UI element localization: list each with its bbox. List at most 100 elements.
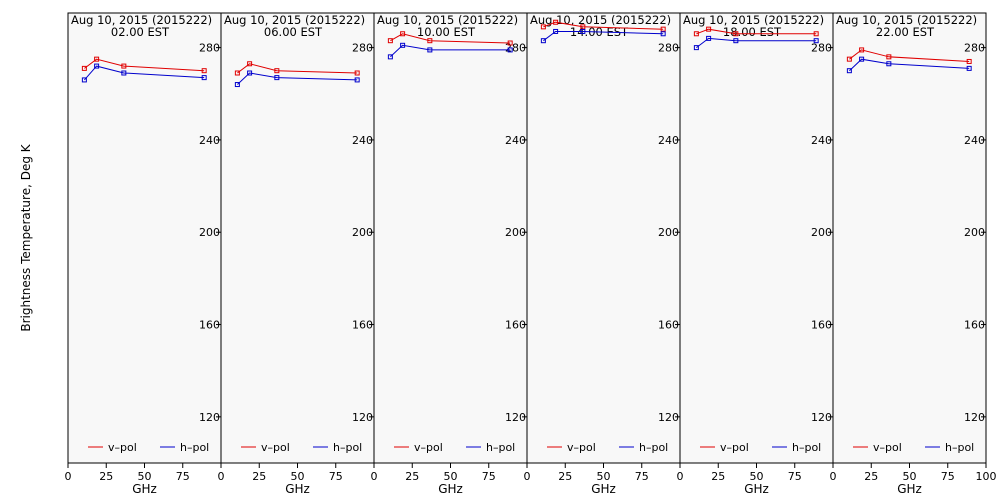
y-tick-label: 240 bbox=[658, 134, 679, 147]
legend-label-v-pol: v–pol bbox=[720, 441, 749, 454]
panel-frame bbox=[220, 12, 375, 464]
data-point-v-pol bbox=[553, 19, 559, 25]
series-line-h-pol bbox=[237, 72, 358, 85]
y-tick-label: 120 bbox=[352, 411, 373, 424]
legend-label-v-pol: v–pol bbox=[261, 441, 290, 454]
y-axis-label: Brightness Temperature, Deg K bbox=[19, 143, 33, 331]
data-point-v-pol bbox=[733, 31, 739, 37]
panel-subtitle: 02.00 EST bbox=[111, 25, 170, 39]
x-tick-label: 25 bbox=[405, 470, 419, 483]
x-tick-label: 25 bbox=[558, 470, 572, 483]
data-point-v-pol bbox=[387, 38, 393, 44]
x-tick-label: 75 bbox=[941, 470, 955, 483]
y-tick-label: 160 bbox=[505, 319, 526, 332]
panel-title: Aug 10, 2015 (2015222) bbox=[377, 13, 518, 27]
y-tick-label: 280 bbox=[352, 42, 373, 55]
y-tick-label: 200 bbox=[352, 226, 373, 239]
panel-4: Aug 10, 2015 (2015222)14.00 EST120160200… bbox=[524, 12, 681, 496]
y-tick-label: 160 bbox=[658, 319, 679, 332]
x-tick-label: 25 bbox=[864, 470, 878, 483]
y-tick-label: 280 bbox=[964, 42, 985, 55]
legend-label-v-pol: v–pol bbox=[108, 441, 137, 454]
y-tick-label: 120 bbox=[505, 411, 526, 424]
data-point-v-pol bbox=[247, 61, 253, 67]
data-point-h-pol bbox=[859, 56, 865, 62]
data-point-v-pol bbox=[660, 26, 666, 32]
x-axis-label: GHz bbox=[897, 482, 922, 496]
series-line-v-pol bbox=[849, 49, 970, 62]
panel-subtitle: 22.00 EST bbox=[876, 25, 935, 39]
x-axis-label: GHz bbox=[744, 482, 769, 496]
legend-label-v-pol: v–pol bbox=[414, 441, 443, 454]
x-axis-label: GHz bbox=[438, 482, 463, 496]
series-line-v-pol bbox=[543, 21, 664, 30]
data-point-v-pol bbox=[966, 58, 972, 64]
panel-title: Aug 10, 2015 (2015222) bbox=[836, 13, 977, 27]
x-tick-label: 0 bbox=[218, 470, 225, 483]
data-point-h-pol bbox=[354, 77, 360, 83]
data-point-h-pol bbox=[553, 28, 559, 34]
data-point-h-pol bbox=[234, 82, 240, 88]
data-point-h-pol bbox=[94, 63, 100, 69]
series-line-h-pol bbox=[849, 58, 970, 72]
x-tick-label: 0 bbox=[830, 470, 837, 483]
series-line-h-pol bbox=[543, 31, 664, 42]
data-point-h-pol bbox=[121, 70, 127, 76]
x-tick-label: 50 bbox=[138, 470, 152, 483]
data-point-v-pol bbox=[886, 54, 892, 60]
y-tick-label: 240 bbox=[505, 134, 526, 147]
panel-subtitle: 06.00 EST bbox=[264, 25, 323, 39]
data-point-v-pol bbox=[81, 65, 87, 71]
panel-5: Aug 10, 2015 (2015222)18.00 EST 120 160 200… bbox=[677, 12, 834, 496]
panel-frame bbox=[67, 12, 222, 464]
panel-title: Aug 10, 2015 (2015222) bbox=[224, 13, 365, 27]
legend-label-h-pol: h–pol bbox=[180, 441, 209, 454]
legend-label-h-pol: h–pol bbox=[333, 441, 362, 454]
x-tick-label: 25 bbox=[711, 470, 725, 483]
y-tick-label: 240 bbox=[964, 134, 985, 147]
data-point-h-pol bbox=[247, 70, 253, 76]
series-line-v-pol bbox=[237, 63, 358, 74]
data-point-h-pol bbox=[813, 38, 819, 44]
series-line-v-pol bbox=[390, 33, 511, 44]
data-point-h-pol bbox=[427, 47, 433, 53]
panel-6: Aug 10, 2015 (2015222)22.00 EST 120 160 200… bbox=[830, 12, 997, 496]
data-point-h-pol bbox=[540, 38, 546, 44]
data-point-h-pol bbox=[400, 42, 406, 48]
y-tick-label: 160 bbox=[964, 319, 985, 332]
x-tick-label: 75 bbox=[635, 470, 649, 483]
data-point-h-pol bbox=[660, 31, 666, 37]
panel-subtitle: 18.00 EST bbox=[723, 25, 782, 39]
y-tick-label: 200 bbox=[199, 226, 220, 239]
data-point-v-pol bbox=[859, 47, 865, 53]
series-line-v-pol bbox=[84, 58, 205, 72]
panel-3: Aug 10, 2015 (2015222)10.00 EST 120 160 200… bbox=[371, 12, 528, 496]
y-tick-label: 120 bbox=[964, 411, 985, 424]
data-point-v-pol bbox=[400, 31, 406, 37]
x-tick-label: 50 bbox=[597, 470, 611, 483]
x-axis-label: GHz bbox=[132, 482, 157, 496]
y-tick-label: 160 bbox=[352, 319, 373, 332]
data-point-v-pol bbox=[813, 31, 819, 37]
y-tick-label: 120 bbox=[199, 411, 220, 424]
y-tick-label: 200 bbox=[658, 226, 679, 239]
data-point-h-pol bbox=[81, 77, 87, 83]
series-line-h-pol bbox=[84, 65, 205, 81]
y-tick-label: 120 bbox=[658, 411, 679, 424]
y-tick-label: 280 bbox=[811, 42, 832, 55]
series-line-h-pol bbox=[696, 37, 817, 48]
x-axis-label: GHz bbox=[285, 482, 310, 496]
y-tick-label: 120 bbox=[811, 411, 832, 424]
panel-frame bbox=[679, 12, 834, 464]
data-point-h-pol bbox=[693, 45, 699, 51]
data-point-v-pol bbox=[121, 63, 127, 69]
x-tick-label: 50 bbox=[291, 470, 305, 483]
panel-2: Aug 10, 2015 (2015222)06.00 EST 120 160 200… bbox=[218, 12, 375, 496]
legend-label-v-pol: v–pol bbox=[873, 441, 902, 454]
data-point-v-pol bbox=[507, 40, 513, 46]
y-tick-label: 160 bbox=[199, 319, 220, 332]
x-axis-label: GHz bbox=[591, 482, 616, 496]
x-tick-label: 50 bbox=[903, 470, 917, 483]
panel-frame bbox=[526, 12, 681, 464]
data-point-h-pol bbox=[886, 61, 892, 67]
